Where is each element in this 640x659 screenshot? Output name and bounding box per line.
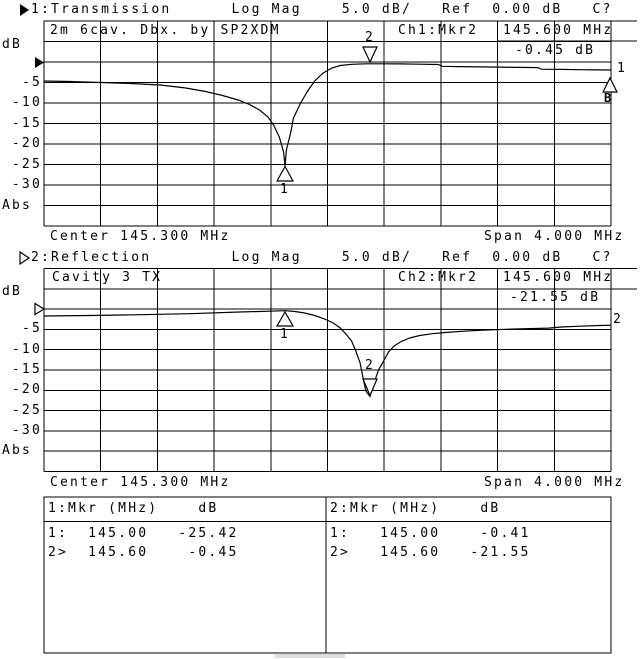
chart2-marker2-icon (362, 378, 378, 398)
chart1-ytick: -30 (11, 177, 42, 192)
chart1-marker1-icon (275, 165, 295, 182)
chart2-unit-label: dB (2, 284, 23, 299)
chart2-readout-frequency: 145.600 MHz (503, 270, 614, 285)
chart2-ytick: -10 (11, 341, 42, 357)
marker-table-right-row1: 1: 145.00 -0.41 (330, 526, 531, 541)
marker-table-left-row1: 1: 145.00 -25.42 (48, 526, 239, 541)
channel1-active-indicator-icon (20, 4, 29, 16)
chart1-ytick: -5 (21, 74, 42, 90)
chart1-trace (43, 63, 612, 167)
chart2-grid (43, 268, 612, 472)
marker-table-dividers (44, 497, 611, 653)
chart1-ytick: -20 (11, 136, 42, 151)
marker-table-frame (43, 496, 612, 654)
chart1-ytick: -25 (11, 156, 42, 172)
chart2-ytick: -25 (11, 402, 42, 418)
chart1-trace-number-label: 1 (617, 61, 628, 76)
screen-artifact (275, 654, 345, 658)
chart2-ytick: -15 (11, 362, 42, 377)
chart1-span: Span 4.000 MHz (484, 228, 625, 244)
marker-table-left-row2: 2> 145.60 -0.45 (48, 545, 239, 560)
chart2-ref-pointer-icon (34, 302, 46, 316)
chart1-trace-sublabel: B (604, 91, 614, 105)
marker-table-left-header: 1:Mkr (MHz) dB (48, 501, 219, 516)
chart1-readout-frequency: 145.600 MHz (503, 23, 614, 38)
chart2-readout-value: -21.55 dB (510, 290, 601, 305)
chart1-readout-channel: Ch1:Mkr2 (398, 23, 479, 38)
chart1-abs-label: Abs (2, 198, 33, 213)
chart2-abs-label: Abs (2, 443, 33, 458)
chart2-title: Cavity 3 TX (52, 270, 163, 285)
chart2-center-frequency: Center 145.300 MHz (50, 475, 231, 490)
chart2-marker1-icon (275, 310, 295, 327)
readout-box-lines (497, 20, 637, 290)
chart1-ytick: -10 (11, 95, 42, 110)
chart2-ytick: -30 (11, 422, 42, 438)
chart1-ref-pointer-icon (35, 57, 44, 68)
channel2-indicator-icon (19, 250, 31, 266)
chart1-center-frequency: Center 145.300 MHz (50, 228, 231, 244)
chart1-marker1-label: 1 (279, 182, 291, 197)
chart2-marker1-label: 1 (279, 327, 291, 342)
chart2-marker2-label: 2 (364, 358, 376, 373)
chart1-header-text: 1:Transmission Log Mag 5.0 dB/ Ref 0.00 … (31, 2, 613, 17)
chart1-title: 2m 6cav. Dbx. by SP2XDM (50, 23, 281, 38)
chart2-trace-number-label: 2 (613, 312, 624, 327)
chart2-ytick: -20 (11, 382, 42, 398)
chart1-marker2-label: 2 (364, 30, 376, 45)
chart1-unit-label: dB (2, 37, 23, 52)
marker-table-right-header: 2:Mkr (MHz) dB (330, 501, 501, 516)
chart2-span: Span 4.000 MHz (484, 475, 625, 490)
chart2-header-text: 2:Reflection Log Mag 5.0 dB/ Ref 0.00 dB… (31, 250, 613, 265)
chart1-readout-value: -0.45 dB (515, 43, 596, 58)
chart2-ytick: -5 (21, 321, 42, 337)
chart1-ytick: -15 (11, 115, 42, 131)
marker-table-right-row2: 2> 145.60 -21.55 (330, 545, 531, 560)
chart1-trace-end-marker-icon (602, 76, 618, 93)
chart2-readout-channel: Ch2:Mkr2 (398, 270, 479, 285)
chart1-grid (43, 20, 612, 227)
chart1-marker2-icon (362, 46, 378, 64)
